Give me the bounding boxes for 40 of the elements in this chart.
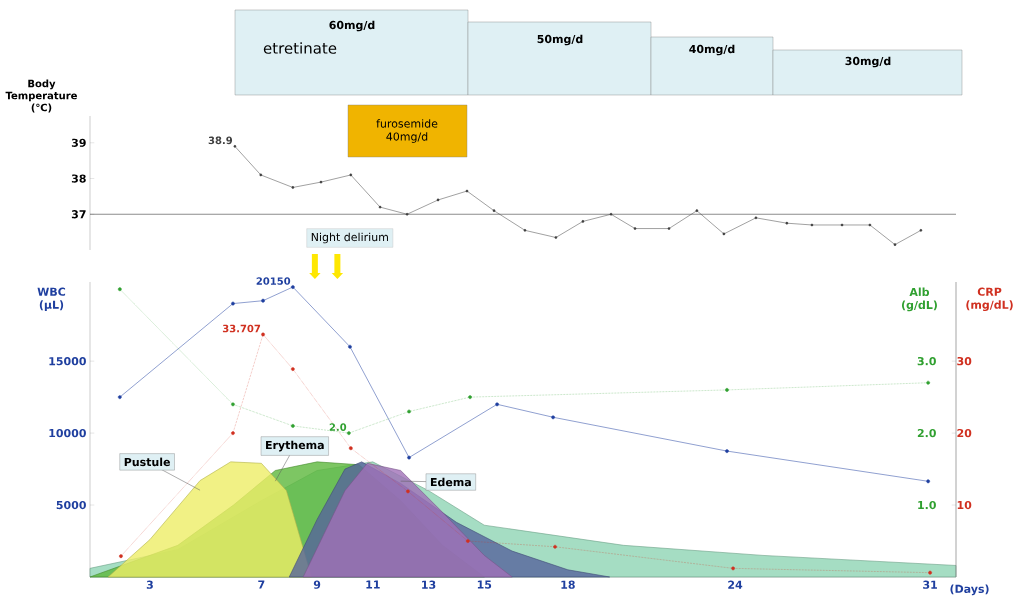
- text: 60mg/d: [329, 20, 375, 32]
- text: 40mg/d: [689, 44, 735, 56]
- text: etretinate: [263, 42, 337, 54]
- y2-tick-label: 10: [957, 500, 972, 510]
- y2-axis-title: CRP (mg/dL): [966, 287, 1013, 312]
- data-label: 20150: [256, 277, 291, 285]
- x-tick-label: 18: [561, 580, 575, 589]
- y-axis-title: Body Temperature (℃): [5, 79, 77, 113]
- x-tick-label: 24: [728, 580, 743, 589]
- y3-axis-title: Alb (g/dL): [902, 287, 937, 312]
- y2-tick-label: 20: [957, 428, 972, 438]
- y-tick-label: 5000: [56, 500, 86, 510]
- x-tick-label: 11: [366, 580, 380, 589]
- y-tick-label: 10000: [49, 428, 86, 438]
- x-tick-label: 3: [146, 580, 153, 589]
- y3-tick-label: 3.0: [917, 356, 936, 366]
- y3-tick-label: 2.0: [917, 428, 936, 438]
- y-axis-title: WBC (μL): [37, 287, 66, 311]
- series-label: Edema: [430, 477, 471, 487]
- y-tick-label: 37: [71, 210, 86, 219]
- series-label: Erythema: [266, 440, 324, 452]
- annotation: furosemide 40mg/d: [376, 119, 438, 143]
- text: 30mg/d: [845, 56, 891, 68]
- y-tick-label: 39: [71, 138, 86, 147]
- annotation: Night delirium: [311, 232, 388, 244]
- y2-tick-label: 30: [957, 356, 972, 366]
- y-tick-label: 38: [71, 174, 86, 183]
- x-tick-label: 7: [258, 580, 265, 589]
- y3-tick-label: 1.0: [918, 500, 936, 510]
- x-axis-title: (Days): [950, 584, 989, 596]
- data-label: 2.0: [329, 423, 347, 431]
- text: 50mg/d: [537, 34, 583, 46]
- text: Pustule: [124, 457, 170, 467]
- data-label: 33.707: [222, 324, 261, 333]
- x-tick-label: 31: [923, 580, 937, 589]
- data-label: 38.9: [208, 136, 233, 145]
- x-tick-label: 13: [422, 580, 436, 589]
- x-tick-label: 9: [313, 580, 321, 589]
- x-tick-label: 15: [477, 580, 492, 589]
- y-tick-label: 15000: [49, 356, 86, 366]
